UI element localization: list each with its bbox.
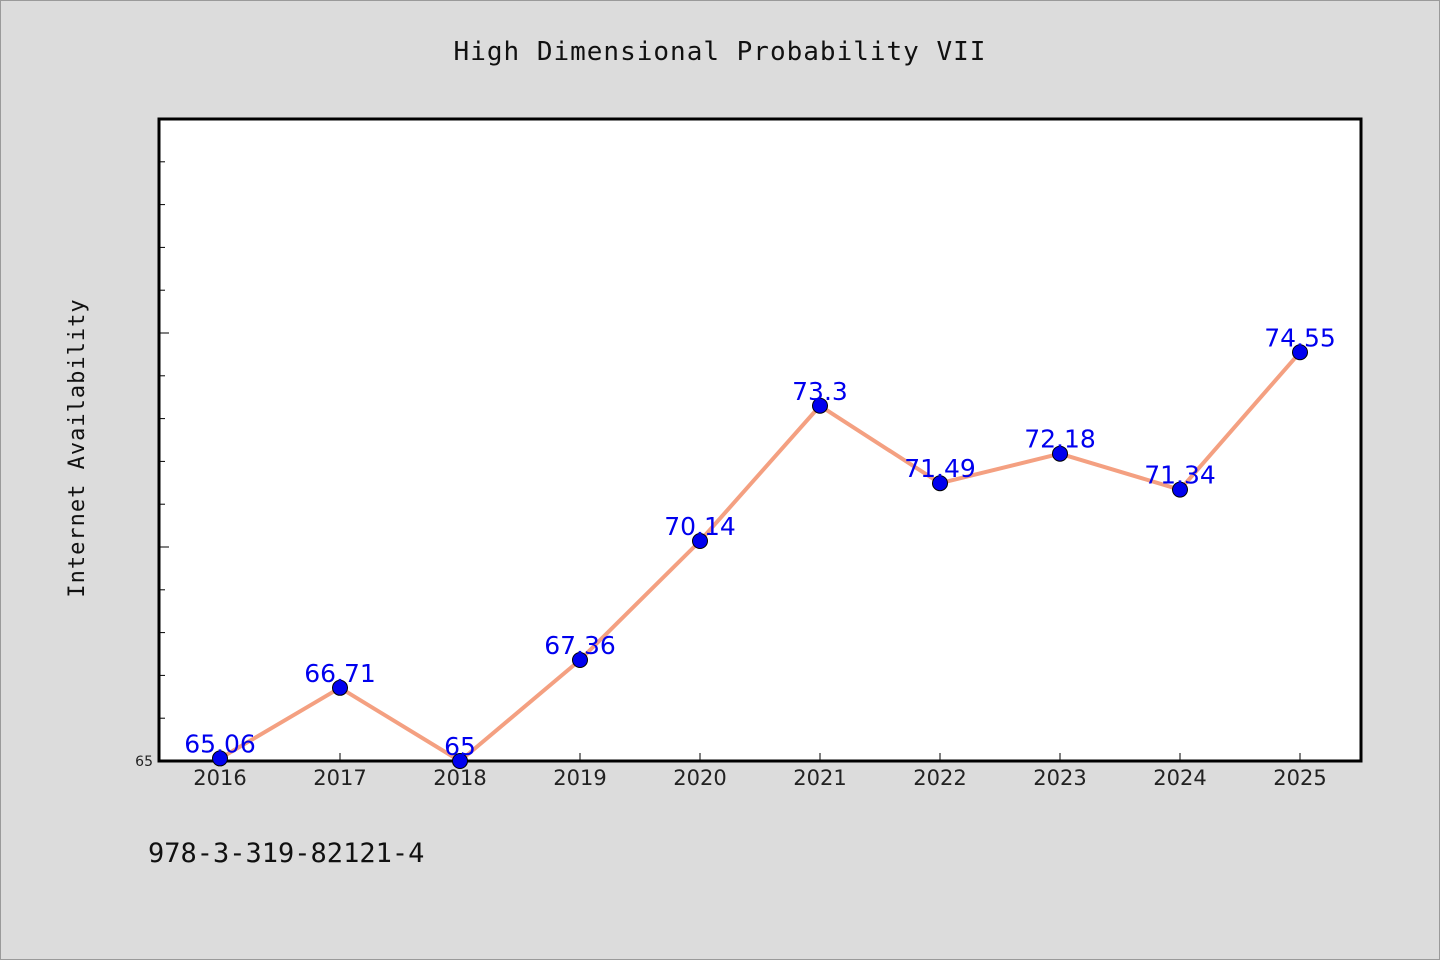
y-axis-label: Internet Availability	[65, 298, 90, 597]
markers-layer	[212, 344, 1308, 769]
data-point	[1172, 481, 1188, 498]
data-point	[572, 651, 588, 668]
isbn-label: 978-3-319-82121-4	[148, 838, 424, 869]
x-tick-label: 2024	[1153, 766, 1206, 790]
x-tick-label: 2018	[433, 766, 486, 790]
data-label: 66.71	[304, 659, 376, 688]
chart-title: High Dimensional Probability VII	[454, 37, 987, 67]
data-label: 65	[444, 732, 476, 761]
data-label: 74.55	[1264, 323, 1336, 352]
y-tick-label: 65	[135, 754, 153, 770]
x-tick-label: 2022	[913, 766, 966, 790]
data-point	[692, 533, 708, 550]
data-label: 65.06	[184, 729, 256, 758]
data-label: 72.18	[1024, 425, 1096, 454]
x-tick-label: 2021	[793, 766, 846, 790]
x-tick-label: 2016	[193, 766, 246, 790]
data-label: 70.14	[664, 512, 736, 541]
data-label: 67.36	[544, 631, 616, 660]
data-point	[452, 753, 468, 769]
data-label: 71.49	[904, 454, 976, 483]
data-point	[1052, 445, 1068, 462]
data-label: 73.3	[792, 377, 848, 406]
x-tick-label: 2025	[1273, 766, 1326, 790]
plot-area	[157, 117, 1363, 763]
y-axis-ticks: 65	[135, 118, 169, 770]
data-point	[332, 679, 348, 696]
series-layer	[218, 350, 1302, 763]
x-tick-label: 2020	[673, 766, 726, 790]
data-label: 71.34	[1144, 461, 1216, 490]
data-point	[1292, 344, 1308, 361]
data-point	[932, 475, 948, 492]
x-tick-label: 2017	[313, 766, 366, 790]
x-tick-label: 2019	[553, 766, 606, 790]
x-axis-ticks: 2016 2017 2018 2019 2020 2021 2022 2023 2024 2025	[193, 753, 1327, 790]
data-labels-layer: 65.06 66.71 65 67.36 70.14 73.3 71.49 72.18 71.3…	[184, 323, 1336, 761]
series-line	[218, 350, 1302, 763]
data-point	[812, 397, 828, 414]
data-point	[212, 750, 228, 767]
x-tick-label: 2023	[1033, 766, 1086, 790]
